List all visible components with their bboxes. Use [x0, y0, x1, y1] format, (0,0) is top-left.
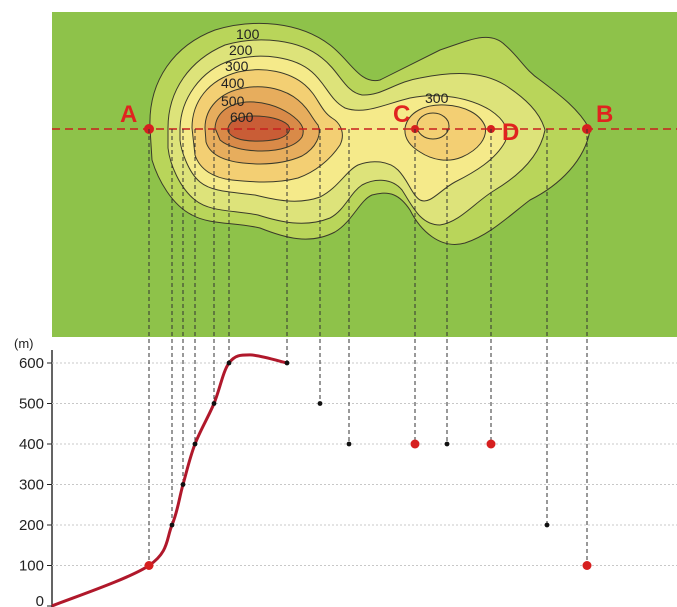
y-tick-label-0: 0 [36, 593, 44, 607]
profile-point [346, 441, 352, 447]
contour-line-200 [167, 39, 546, 226]
contour-line-top [227, 115, 291, 142]
contour-label-100: 100 [236, 26, 260, 42]
profile-point [192, 441, 198, 447]
profile-point-a [144, 561, 154, 570]
profile-point [317, 401, 323, 406]
profile-tick-labels: 0 100 200 300 400 500 600 [19, 355, 44, 607]
contour-line-600 [214, 101, 304, 152]
contour-line-right-300 [404, 104, 487, 161]
profile-point [444, 441, 450, 447]
projection-lines [148, 129, 588, 566]
profile-point [211, 401, 217, 406]
profile-point [226, 360, 232, 366]
profile-point-d [486, 439, 496, 449]
contour-label-200: 200 [229, 42, 253, 58]
profile-chart: (m) 0 100 200 300 400 500 600 [14, 129, 677, 607]
profile-point [284, 360, 290, 366]
contour-line-100 [149, 22, 591, 245]
y-tick-label-100: 100 [19, 558, 44, 575]
profile-point [169, 522, 175, 528]
profile-point-c [410, 439, 420, 449]
y-tick-label-200: 200 [19, 517, 44, 534]
right-hill-summit [417, 113, 449, 139]
y-tick-label-300: 300 [19, 477, 44, 494]
point-label-c: C [393, 101, 410, 128]
point-label-a: A [120, 101, 137, 128]
profile-points [144, 360, 592, 570]
contour-line-500 [204, 86, 320, 165]
point-label-b: B [596, 101, 613, 128]
contour-band-top [227, 116, 290, 142]
profile-curve [51, 353, 288, 607]
profile-point [544, 522, 550, 528]
y-tick-label-600: 600 [19, 355, 44, 372]
contour-label-right-300: 300 [425, 90, 449, 106]
contour-label-500: 500 [221, 93, 245, 109]
contour-label-600: 600 [230, 109, 254, 125]
contour-line-300 [179, 55, 508, 202]
contour-label-400: 400 [221, 75, 245, 91]
contour-label-300: 300 [225, 58, 249, 74]
profile-gridlines [47, 362, 677, 607]
point-label-d: D [502, 119, 519, 146]
profile-point [180, 482, 186, 487]
y-tick-label-500: 500 [19, 396, 44, 413]
contour-map: 100 200 300 400 500 600 300 A C D B [52, 12, 677, 337]
profile-unit-label: (m) [14, 336, 34, 351]
profile-point-b [582, 561, 592, 570]
y-tick-label-400: 400 [19, 436, 44, 453]
